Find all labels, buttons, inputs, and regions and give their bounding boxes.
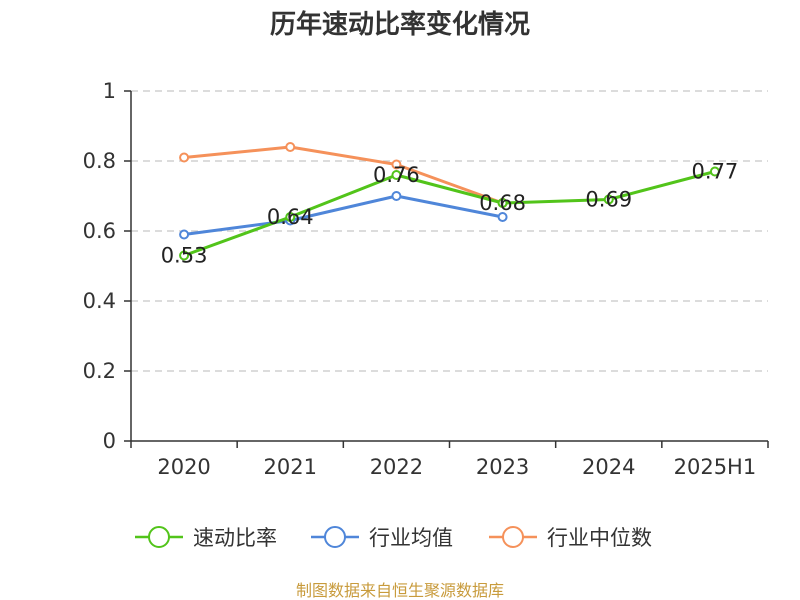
series-line bbox=[183, 194, 503, 236]
x-tick-label: 2022 bbox=[370, 455, 423, 479]
data-point bbox=[179, 152, 190, 163]
source-note: 制图数据来自恒生聚源数据库 bbox=[296, 581, 504, 600]
series bbox=[179, 142, 720, 261]
x-tick-label: 2020 bbox=[157, 455, 210, 479]
data-label: 0.64 bbox=[267, 205, 314, 229]
y-tick-label: 1 bbox=[103, 79, 116, 103]
y-tick-label: 0.8 bbox=[83, 149, 116, 173]
data-point bbox=[285, 142, 296, 152]
data-point bbox=[391, 159, 402, 170]
x-tick-label: 2024 bbox=[582, 455, 635, 479]
data-label: 0.68 bbox=[479, 191, 526, 215]
x-tick-label: 2023 bbox=[476, 455, 529, 479]
data-point bbox=[709, 166, 720, 177]
data-point bbox=[285, 212, 296, 222]
legend-swatch-marker bbox=[502, 526, 524, 548]
data-label: 0.76 bbox=[373, 163, 420, 187]
legend-swatch-marker bbox=[324, 526, 346, 548]
data-label: 0.53 bbox=[161, 244, 208, 268]
y-tick-label: 0.4 bbox=[83, 289, 116, 313]
data-label: 0.77 bbox=[692, 160, 739, 184]
x-tick-label: 2025H1 bbox=[674, 455, 757, 479]
chart-title: 历年速动比率变化情况 bbox=[270, 9, 530, 40]
x-tick-label: 2021 bbox=[264, 455, 317, 479]
data-point bbox=[497, 212, 508, 222]
legend-label: 速动比率 bbox=[193, 526, 277, 550]
data-label: 0.69 bbox=[585, 188, 632, 212]
data-point bbox=[391, 170, 402, 180]
data-point bbox=[603, 194, 614, 205]
series-line bbox=[183, 145, 504, 205]
y-tick-label: 0 bbox=[103, 429, 116, 453]
data-point bbox=[179, 250, 190, 261]
data-point bbox=[391, 191, 402, 201]
legend-swatch-marker bbox=[148, 526, 170, 548]
data-point bbox=[497, 198, 508, 208]
gridlines bbox=[131, 90, 768, 372]
legend: 速动比率 行业均值 行业中位数 bbox=[135, 526, 652, 550]
data-point bbox=[179, 229, 190, 240]
axes: 0 0.2 0.4 0.6 0.8 1 2020 2021 2022 2023 2024 2025H1 bbox=[83, 79, 769, 479]
legend-label: 行业均值 bbox=[369, 526, 453, 550]
y-tick-label: 0.2 bbox=[83, 359, 116, 383]
legend-label: 行业中位数 bbox=[547, 526, 652, 550]
series-line bbox=[183, 170, 716, 257]
y-tick-label: 0.6 bbox=[83, 219, 116, 243]
data-labels: 0.53 0.64 0.76 0.68 0.69 0.77 bbox=[161, 160, 739, 268]
